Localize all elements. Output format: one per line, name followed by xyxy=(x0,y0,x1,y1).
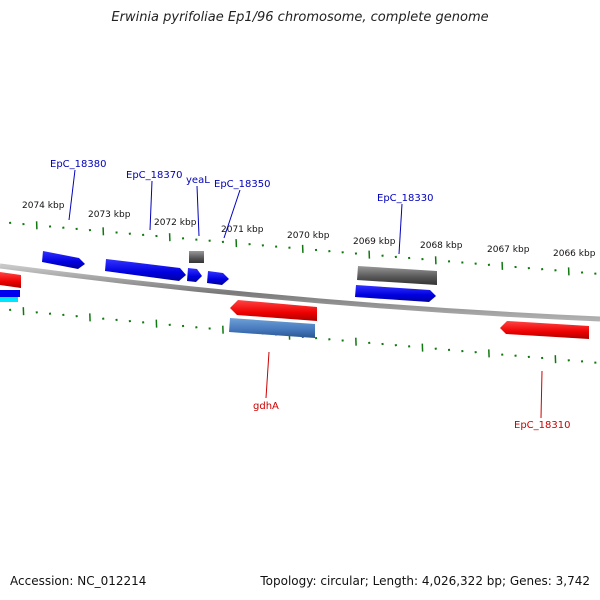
gene-arrow-yeaL[interactable] xyxy=(187,268,202,282)
map-title: Erwinia pyrifoliae Ep1/96 chromosome, co… xyxy=(111,10,489,25)
gene-arrow-gdhA[interactable] xyxy=(230,300,317,321)
gene-label-yeaL[interactable]: yeaL xyxy=(186,175,210,186)
reverse-strand-features xyxy=(229,300,589,339)
gene-label-EpC_18380[interactable]: EpC_18380 xyxy=(50,159,106,170)
kbp-label: 2066 kbp xyxy=(553,249,596,259)
reverse-gene-clipped[interactable] xyxy=(0,272,21,288)
kbp-label: 2072 kbp xyxy=(154,218,197,228)
kbp-label: 2070 kbp xyxy=(287,231,330,241)
upper-tick-track xyxy=(9,221,597,276)
chromosome-backbone xyxy=(0,263,600,322)
accession-text: Accession: NC_012214 xyxy=(10,574,147,588)
kbp-label: 2069 kbp xyxy=(353,237,396,247)
topology-text: Topology: circular; Length: 4,026,322 bp… xyxy=(260,574,590,588)
kbp-label: 2067 kbp xyxy=(487,245,530,255)
gene-label-EpC_18350[interactable]: EpC_18350 xyxy=(214,179,270,190)
gene-label-EpC_18370[interactable]: EpC_18370 xyxy=(126,170,182,181)
left-edge-features xyxy=(0,272,21,302)
gene-label-EpC_18310[interactable]: EpC_18310 xyxy=(514,420,570,431)
gene-arrow-forward-right[interactable] xyxy=(355,285,436,302)
kbp-labels: 2074 kbp 2073 kbp 2072 kbp 2071 kbp 2070… xyxy=(22,201,596,259)
rna-feature-clipped[interactable] xyxy=(0,297,18,302)
rna-feature-block[interactable] xyxy=(229,318,315,338)
kbp-label: 2073 kbp xyxy=(88,210,131,220)
label-leaders xyxy=(68,169,543,419)
kbp-label: 2068 kbp xyxy=(420,241,463,251)
gene-arrow-EpC_18370[interactable] xyxy=(105,259,186,281)
pseudogene-block[interactable] xyxy=(189,251,204,263)
forward-strand-features xyxy=(42,251,437,302)
kbp-label: 2074 kbp xyxy=(22,201,65,211)
gene-labels: EpC_18380 EpC_18370 yeaL EpC_18350 EpC_1… xyxy=(50,159,570,431)
gene-arrow-EpC_18310[interactable] xyxy=(500,321,589,339)
pseudogene-EpC_18330[interactable] xyxy=(357,266,437,285)
gene-arrow-EpC_18350[interactable] xyxy=(207,271,229,285)
gene-label-gdhA[interactable]: gdhA xyxy=(253,401,279,412)
forward-gene-clipped[interactable] xyxy=(0,290,20,297)
kbp-label: 2071 kbp xyxy=(221,225,264,235)
gene-arrow-EpC_18380[interactable] xyxy=(42,251,85,269)
gene-label-EpC_18330[interactable]: EpC_18330 xyxy=(377,193,433,204)
